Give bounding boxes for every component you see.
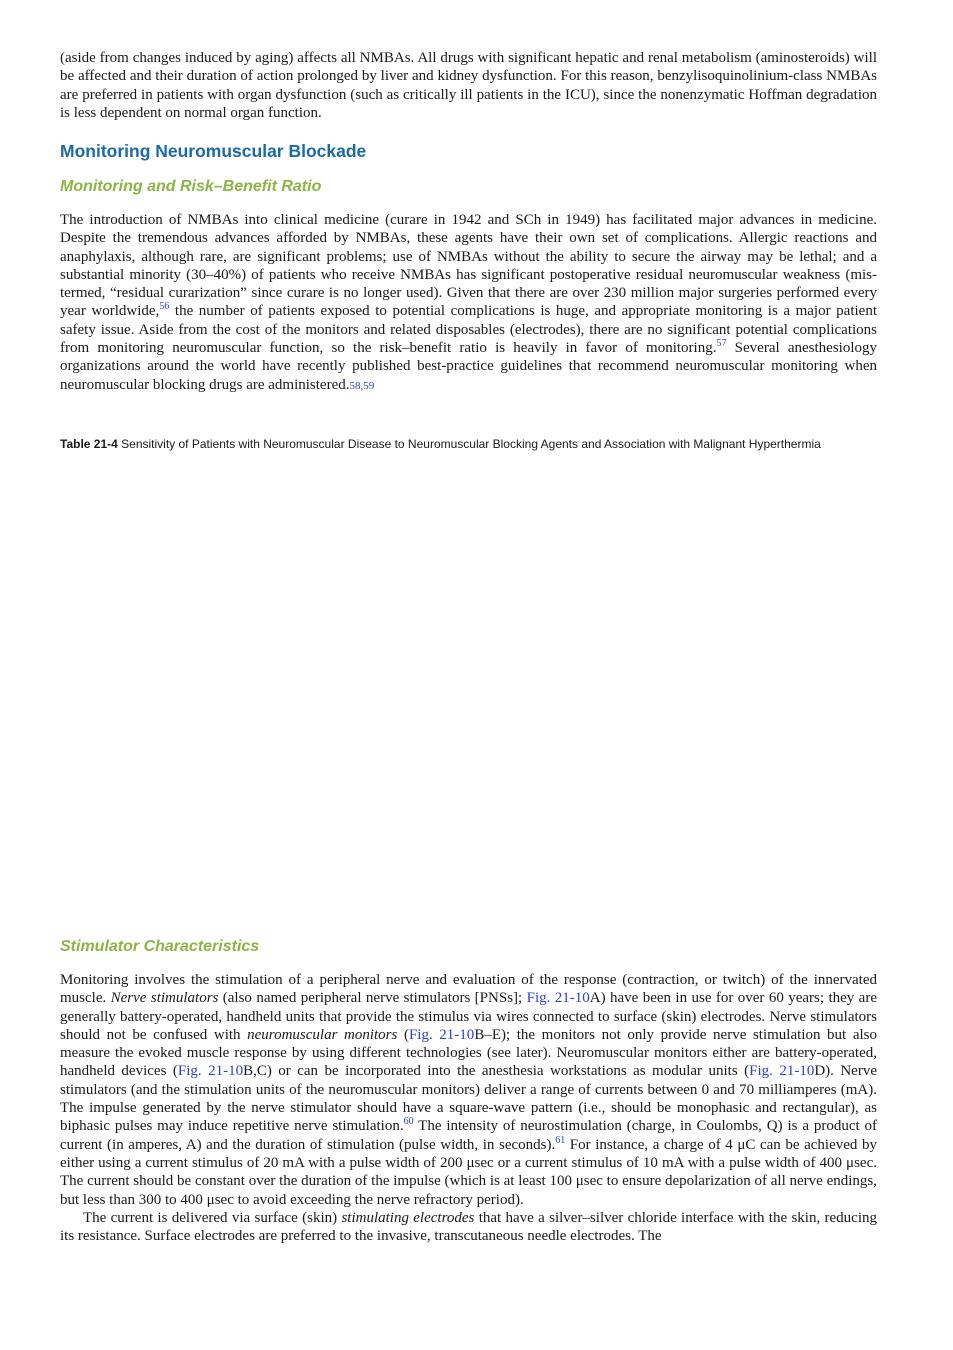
text: Several anesthesiology organizations aro… (60, 340, 877, 393)
text: (aside from changes induced by aging) af… (60, 50, 877, 121)
section-heading: Monitoring Neuromuscular Blockade (60, 141, 367, 161)
table-label: Table 21-4 (60, 437, 118, 451)
text: The intensity of neurostimulation (charg… (60, 1118, 877, 1153)
text: that have a silver–silver chloride inter… (60, 1209, 877, 1245)
intro: (aside from changes induced by aging) af… (60, 49, 877, 122)
reference[interactable]: 57 (716, 338, 727, 350)
subheading: Stimulator Characteristics (60, 938, 260, 955)
italic-term: Nerve stimulators (110, 990, 219, 1007)
paragraph: (aside from changes induced by aging) af… (60, 49, 877, 122)
subsection-body: Monitoring involves the stimulation of a… (60, 971, 877, 1245)
text: Monitoring involves the stimulation of a… (60, 972, 877, 1007)
text: For instance, a charge of 4 μC can be ac… (60, 1136, 877, 1208)
text: ( (397, 1026, 409, 1043)
reference[interactable]: 56 (159, 301, 170, 313)
italic-term: neuromuscular monitors (247, 1026, 398, 1043)
section-heading-block: Monitoring Neuromuscular Blockade (60, 141, 877, 162)
table-caption: Table 21-4 Sensitivity of Patients with … (60, 435, 877, 453)
figure-link[interactable]: Fig. 21-10 (408, 1026, 475, 1043)
text: The current is delivered via surface (sk… (83, 1209, 342, 1226)
paragraph: Monitoring involves the stimulation of a… (60, 971, 877, 1209)
text: B–E); the monitors not only provide nerv… (60, 1026, 877, 1080)
reference[interactable]: 58,59 (349, 379, 375, 392)
text: D). Nerve stimulators (and the stimulati… (60, 1063, 877, 1135)
text: (also named peripheral nerve stimulators… (218, 990, 527, 1007)
section-body: The introduction of NMBAs into clinical … (60, 211, 877, 395)
text: The introduction of NMBAs into clinical … (60, 212, 877, 320)
figure-link[interactable]: Fig. 21-10 (749, 1063, 815, 1080)
text: the number of patients exposed to potent… (60, 303, 877, 357)
text: A) have been in use for over 60 years; t… (60, 990, 877, 1043)
caption-text: Sensitivity of Patients with Neuromuscul… (117, 437, 821, 451)
subheading: Monitoring and Risk–Benefit Ratio (60, 178, 322, 195)
figure-link[interactable]: Fig. 21-10 (526, 990, 590, 1007)
reference[interactable]: 60 (403, 1116, 414, 1128)
subsection-heading-block: Stimulator Characteristics (60, 938, 877, 956)
italic-term: stimulating electrodes (341, 1209, 475, 1226)
paragraph: The introduction of NMBAs into clinical … (60, 211, 877, 395)
table-caption-block: Table 21-4 Sensitivity of Patients with … (60, 435, 877, 453)
figure-link[interactable]: Fig. 21-10 (177, 1063, 244, 1080)
paragraph: The current is delivered via surface (sk… (60, 1209, 877, 1246)
text: B,C) or can be incorporated into the ane… (243, 1063, 750, 1080)
subheading-block: Monitoring and Risk–Benefit Ratio (60, 178, 877, 196)
reference[interactable]: 61 (555, 1134, 566, 1146)
